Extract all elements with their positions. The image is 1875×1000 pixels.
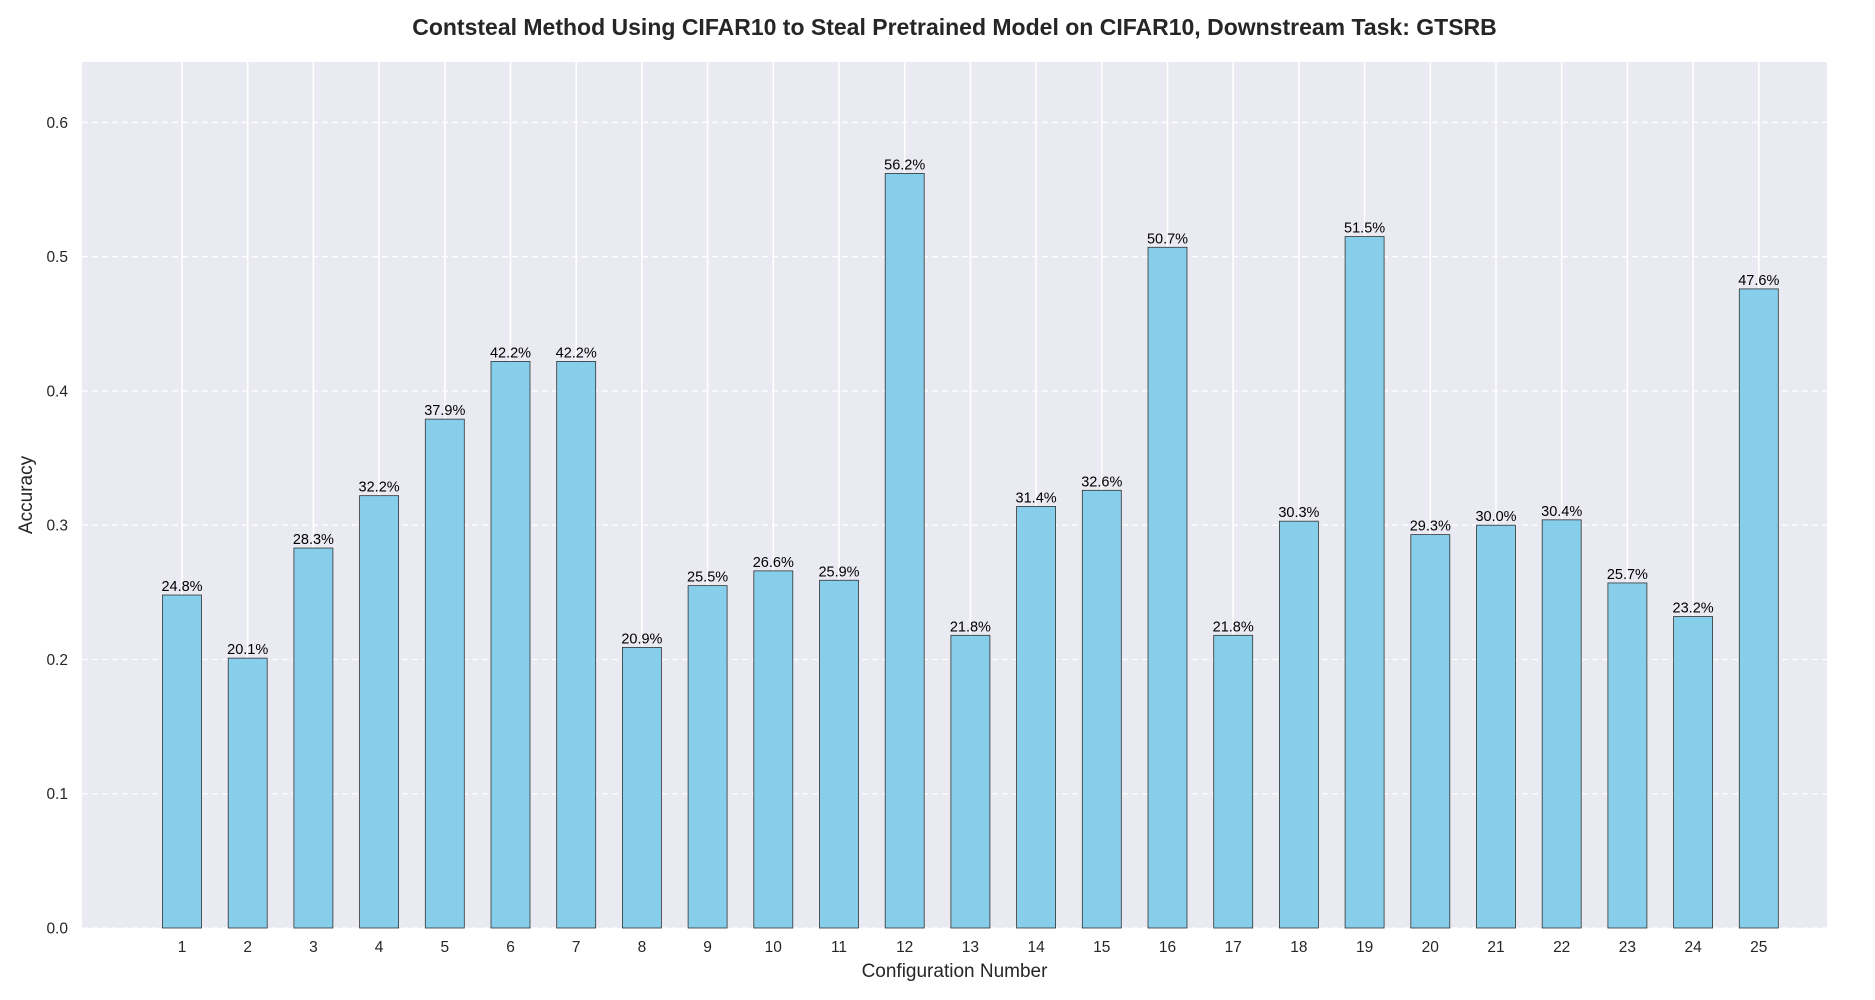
bar-data-label: 24.8%: [161, 579, 202, 595]
bar-21: [1476, 524, 1516, 929]
bar-data-labels: 24.8% 20.1% 28.3% 32.2% 37.9% 42.2% 42.2% 20.9%…: [161, 157, 1779, 658]
x-tick-label: 14: [1027, 939, 1045, 956]
bar-data-label: 32.2%: [359, 480, 400, 496]
bar-6: [490, 361, 531, 929]
bar-data-label: 30.0%: [1475, 509, 1516, 525]
x-tick-label: 9: [703, 939, 712, 956]
bar-14: [1016, 506, 1056, 929]
x-tick-label: 21: [1487, 939, 1504, 956]
bar-20: [1410, 534, 1451, 929]
y-tick-label: 0.6: [46, 115, 68, 132]
bar-7: [556, 361, 597, 929]
bar-17: [1213, 634, 1254, 929]
bar-data-label: 56.2%: [884, 157, 925, 173]
bars: [162, 173, 1779, 929]
x-tick-label: 17: [1225, 939, 1242, 956]
x-tick-label: 12: [896, 939, 913, 956]
bar-11: [819, 579, 859, 929]
bar-9: [687, 585, 728, 929]
bar-25: [1738, 288, 1779, 929]
y-tick-label: 0.4: [46, 383, 68, 400]
bar-data-label: 23.2%: [1673, 601, 1714, 617]
x-tick-label: 4: [375, 939, 384, 956]
bar-10: [753, 570, 794, 929]
bar-data-label: 42.2%: [490, 345, 531, 361]
bar-data-label: 26.6%: [753, 555, 794, 571]
x-tick-label: 2: [243, 939, 252, 956]
bar-data-label: 29.3%: [1410, 519, 1451, 535]
y-tick-label: 0.2: [46, 652, 68, 669]
bar-19: [1344, 236, 1385, 929]
x-tick-label: 24: [1684, 939, 1702, 956]
bar-12: [884, 173, 925, 929]
x-tick-label: 5: [440, 939, 449, 956]
bar-data-label: 20.1%: [227, 642, 268, 658]
bar-data-label: 30.4%: [1541, 504, 1582, 520]
bar-1: [162, 594, 202, 929]
bar-16: [1147, 246, 1188, 929]
bar-data-label: 20.9%: [621, 631, 662, 647]
bar-5: [424, 418, 465, 929]
bar-data-label: 25.5%: [687, 570, 728, 586]
x-tick-label: 8: [638, 939, 647, 956]
x-tick-label: 13: [962, 939, 979, 956]
x-tick-label: 22: [1553, 939, 1570, 956]
x-tick-label: 10: [765, 939, 783, 956]
x-tick-label: 18: [1290, 939, 1307, 956]
x-tick-label: 16: [1159, 939, 1176, 956]
x-tick-label: 25: [1750, 939, 1767, 956]
x-tick-label: 3: [309, 939, 318, 956]
bar-data-label: 28.3%: [293, 532, 334, 548]
y-tick-labels: 0.0 0.1 0.2 0.3 0.4 0.5 0.6: [46, 115, 68, 938]
x-tick-label: 7: [572, 939, 581, 956]
bar-data-label: 25.7%: [1607, 567, 1648, 583]
bar-data-label: 31.4%: [1016, 490, 1057, 506]
x-tick-label: 6: [506, 939, 515, 956]
x-tick-label: 19: [1356, 939, 1373, 956]
bar-23: [1607, 582, 1648, 929]
bar-22: [1541, 519, 1582, 929]
y-tick-label: 0.3: [46, 518, 68, 535]
bar-data-label: 47.6%: [1738, 273, 1779, 289]
bar-15: [1081, 489, 1122, 929]
bar-data-label: 25.9%: [818, 564, 859, 580]
bar-2: [227, 657, 268, 929]
x-tick-label: 20: [1422, 939, 1440, 956]
y-axis-label: Accuracy: [16, 455, 37, 534]
bar-4: [359, 495, 400, 929]
x-tick-label: 11: [831, 939, 847, 956]
bar-data-label: 37.9%: [424, 403, 465, 419]
bar-13: [950, 634, 991, 929]
bar-18: [1279, 520, 1319, 929]
bar-3: [293, 547, 334, 929]
bar-24: [1673, 616, 1713, 929]
bar-data-label: 21.8%: [950, 619, 991, 635]
x-tick-label: 1: [178, 939, 187, 956]
y-tick-label: 0.1: [46, 786, 68, 803]
x-tick-labels: 1 2 3 4 5 6 7 8 9 10 11 12 13 14 15 16 17 18 19 20 21 22 23 24 2…: [178, 939, 1768, 956]
chart-title: Contsteal Method Using CIFAR10 to Steal …: [412, 14, 1497, 40]
bar-data-label: 50.7%: [1147, 231, 1188, 247]
x-axis-label: Configuration Number: [862, 961, 1049, 982]
x-tick-label: 23: [1619, 939, 1636, 956]
x-tick-label: 15: [1093, 939, 1110, 956]
bar-8: [622, 646, 662, 929]
bar-data-label: 51.5%: [1344, 221, 1385, 237]
bar-data-label: 30.3%: [1278, 505, 1319, 521]
bar-data-label: 42.2%: [556, 345, 597, 361]
bar-data-label: 21.8%: [1213, 619, 1254, 635]
y-tick-label: 0.5: [46, 249, 68, 266]
bar-data-label: 32.6%: [1081, 474, 1122, 490]
y-tick-label: 0.0: [46, 921, 68, 938]
